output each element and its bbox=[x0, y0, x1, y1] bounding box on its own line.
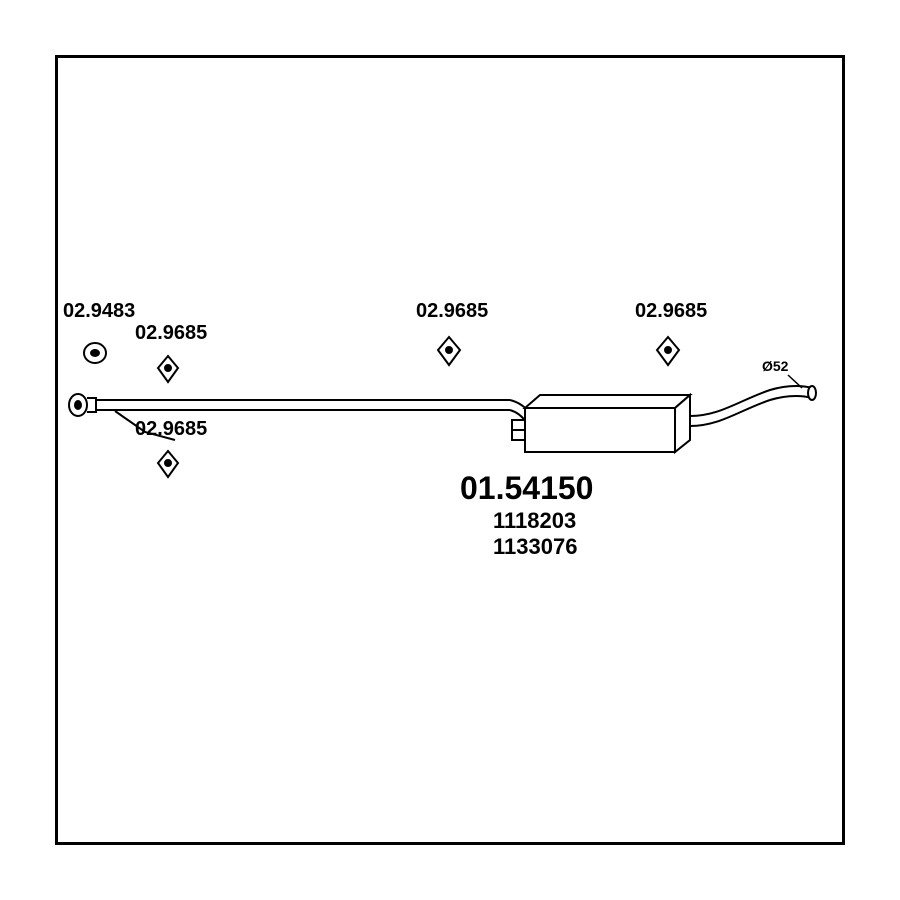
part-ref2: 1133076 bbox=[493, 534, 577, 560]
inlet-clamp-icon bbox=[69, 394, 96, 416]
part-number: 01.54150 bbox=[460, 470, 593, 507]
hanger-label: 02.9685 bbox=[416, 300, 488, 323]
hanger-label: 02.9685 bbox=[135, 322, 207, 345]
muffler-body bbox=[512, 395, 690, 452]
hanger-label: 02.9685 bbox=[135, 418, 207, 441]
hanger-label: 02.9483 bbox=[63, 300, 135, 323]
exhaust-drawing bbox=[0, 0, 900, 900]
hanger-ring-icon bbox=[84, 343, 106, 363]
part-ref1: 1118203 bbox=[493, 508, 576, 534]
hanger-diamond-icon bbox=[657, 337, 679, 365]
hanger-diamond-icon bbox=[438, 337, 460, 365]
hanger-diamond-icon bbox=[158, 451, 178, 477]
hanger-label: 02.9685 bbox=[635, 300, 707, 323]
diagram-canvas: 02.9483 02.9685 02.9685 02.9685 02.9685 … bbox=[0, 0, 900, 900]
hanger-diamond-icon bbox=[158, 356, 178, 382]
diameter-label: Ø52 bbox=[762, 358, 788, 374]
outlet-pipe bbox=[690, 386, 816, 426]
